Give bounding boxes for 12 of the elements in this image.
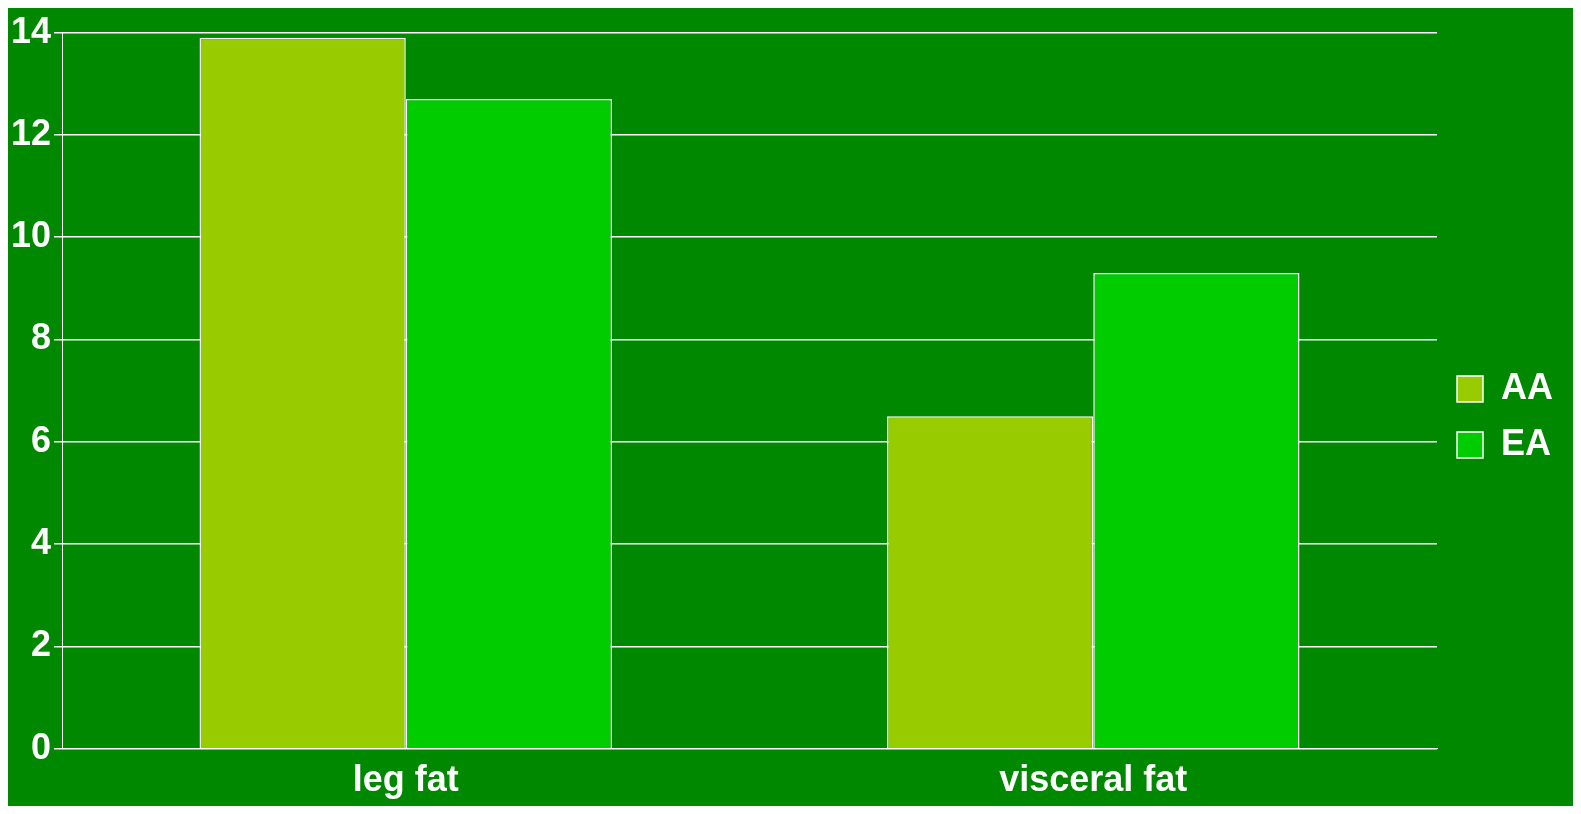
y-tick-label: 10: [11, 214, 52, 256]
y-tick-label: 12: [11, 111, 52, 153]
legend-label: AA: [1501, 365, 1553, 407]
x-tick-label: visceral fat: [999, 758, 1188, 800]
y-tick-label: 14: [11, 9, 52, 51]
y-tick-label: 8: [31, 316, 52, 358]
legend-label: EA: [1501, 421, 1552, 463]
y-tick-label: 2: [31, 623, 52, 665]
x-tick-label: leg fat: [352, 758, 459, 800]
y-tick-label: 6: [31, 418, 52, 460]
y-tick-label: 0: [31, 725, 52, 767]
y-tick-label: 4: [31, 521, 52, 563]
